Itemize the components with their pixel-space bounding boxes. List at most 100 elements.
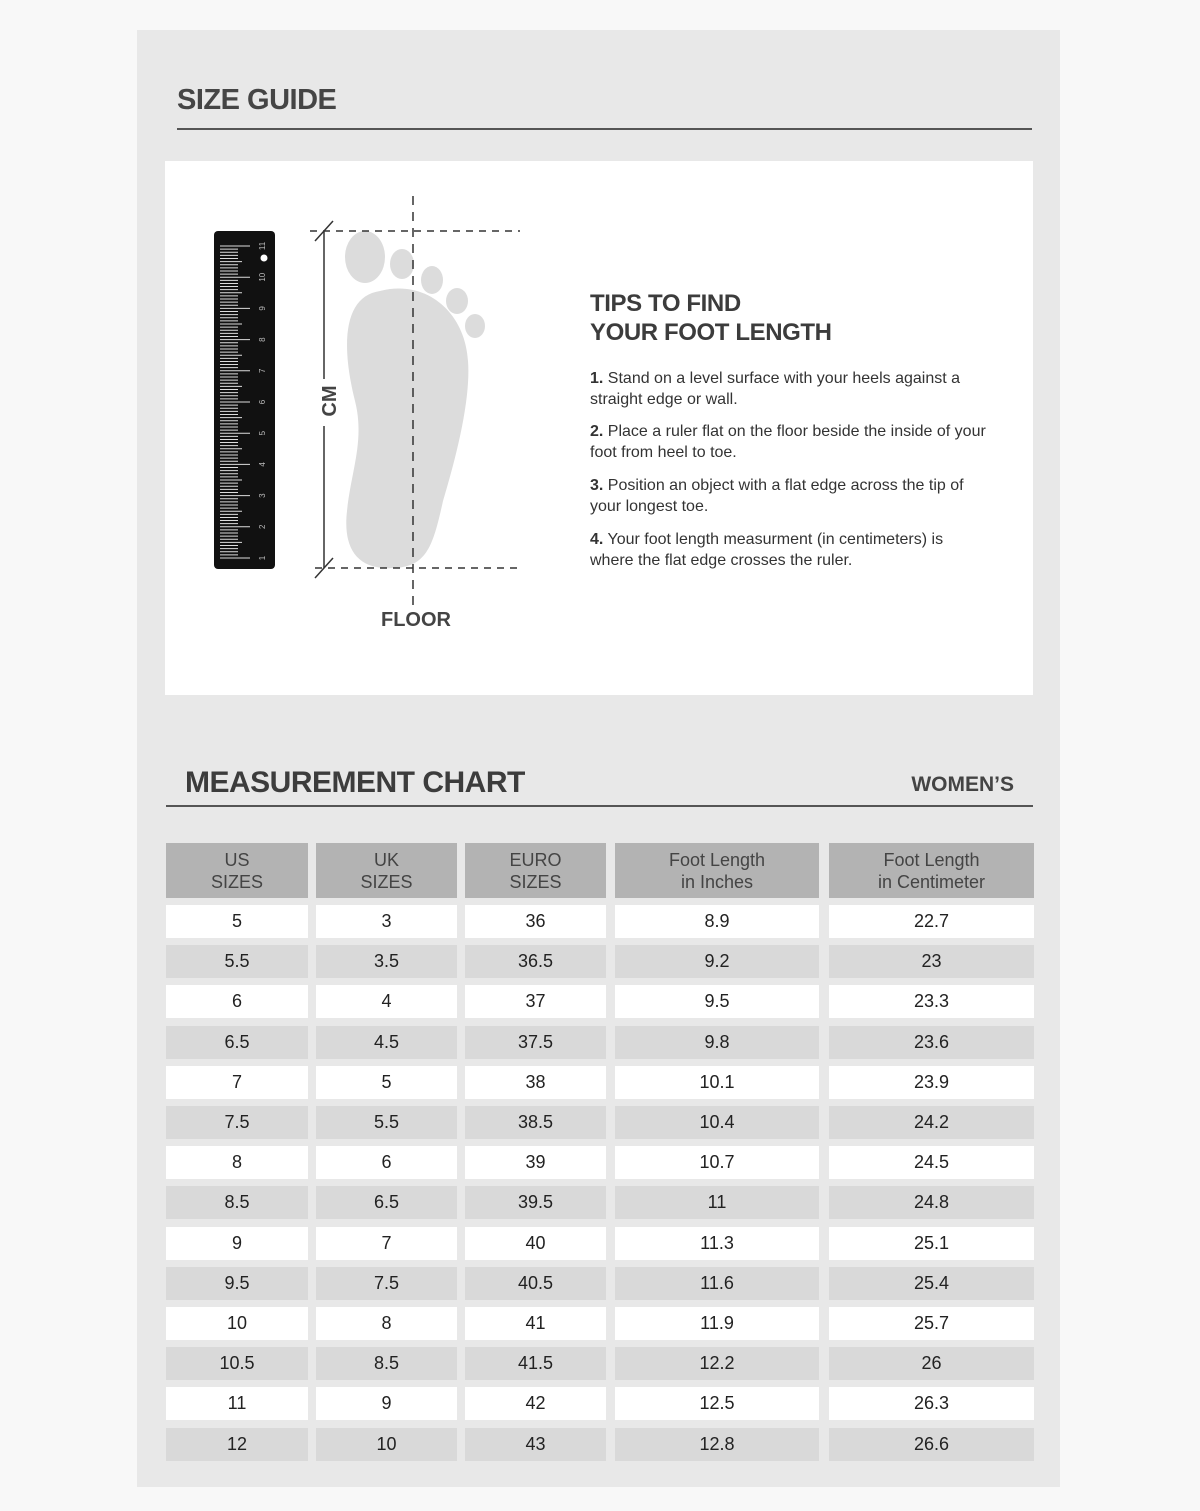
cm-label: CM [319, 385, 341, 416]
table-cell: 11 [166, 1387, 308, 1421]
table-cell: 41.5 [465, 1347, 606, 1381]
table-cell: 26.6 [829, 1427, 1034, 1461]
ruler-number: 9 [258, 306, 267, 311]
ruler-number: 3 [258, 493, 267, 498]
table-cell: 36 [465, 905, 606, 938]
table-cell: 25.1 [829, 1226, 1034, 1260]
table-cell: 9.8 [615, 1025, 819, 1059]
ruler-number: 2 [258, 524, 267, 529]
table-cell: 10 [316, 1427, 457, 1461]
table-cell: 42 [465, 1387, 606, 1421]
table-cell: 7.5 [316, 1266, 457, 1300]
ruler-number: 11 [258, 241, 267, 250]
table-cell: 3 [316, 905, 457, 938]
table-cell: 25.7 [829, 1307, 1034, 1340]
title-divider [177, 128, 1032, 130]
measurement-chart-title: MEASUREMENT CHART [185, 766, 525, 799]
table-cell: 4 [316, 985, 457, 1019]
table-cell: 10.1 [615, 1065, 819, 1099]
table-cell: 6.5 [316, 1186, 457, 1220]
table-cell: 9 [316, 1387, 457, 1421]
table-cell: 12.2 [615, 1347, 819, 1381]
measurement-lines [310, 196, 520, 606]
table-cell: 7 [316, 1226, 457, 1260]
table-cell: 26 [829, 1347, 1034, 1381]
ruler-number: 10 [258, 272, 267, 281]
table-cell: 23 [829, 945, 1034, 979]
table-cell: 24.8 [829, 1186, 1034, 1220]
table-cell: 38.5 [465, 1106, 606, 1139]
table-cell: 37 [465, 985, 606, 1019]
table-cell: 6 [166, 985, 308, 1019]
ruler-number: 6 [258, 399, 267, 404]
table-cell: 38 [465, 1065, 606, 1099]
table-cell: 40 [465, 1226, 606, 1260]
table-cell: 8.9 [615, 905, 819, 938]
table-cell: 12.8 [615, 1427, 819, 1461]
table-cell: 12 [166, 1427, 308, 1461]
tip-item: 1. Stand on a level surface with your he… [590, 370, 961, 408]
table-cell: 9.5 [166, 1266, 308, 1300]
table-cell: 10.7 [615, 1146, 819, 1180]
table-cell: 5.5 [166, 945, 308, 979]
table-cell: 9.2 [615, 945, 819, 979]
table-cell: 8 [166, 1146, 308, 1180]
table-cell: 11.3 [615, 1226, 819, 1260]
table-cell: 40.5 [465, 1266, 606, 1300]
table-cell: 10.5 [166, 1347, 308, 1381]
table-cell: 24.2 [829, 1106, 1034, 1139]
tip-item: 2. Place a ruler flat on the floor besid… [590, 423, 986, 461]
table-cell: 10 [166, 1307, 308, 1340]
column-header: Foot Length in Centimeter [829, 843, 1034, 898]
table-cell: 6.5 [166, 1025, 308, 1059]
table-cell: 6 [316, 1146, 457, 1180]
table-cell: 23.9 [829, 1065, 1034, 1099]
table-cell: 9 [166, 1226, 308, 1260]
ruler-number: 4 [258, 462, 267, 467]
table-cell: 37.5 [465, 1025, 606, 1059]
foot-measure-diagram: 1 2 3 4 5 6 7 8 9 10 11 CM [214, 196, 520, 606]
table-cell: 41 [465, 1307, 606, 1340]
table-cell: 10.4 [615, 1106, 819, 1139]
column-header: Foot Length in Inches [615, 843, 819, 898]
table-cell: 12.5 [615, 1387, 819, 1421]
category-label: WOMEN’S [911, 773, 1014, 796]
table-cell: 43 [465, 1427, 606, 1461]
page-title: SIZE GUIDE [177, 84, 337, 116]
column-header: UK SIZES [316, 843, 457, 898]
table-cell: 8 [316, 1307, 457, 1340]
column-header: EURO SIZES [465, 843, 606, 898]
ruler-number: 8 [258, 337, 267, 342]
table-cell: 5 [166, 905, 308, 938]
ruler-number: 1 [258, 555, 267, 560]
table-cell: 22.7 [829, 905, 1034, 938]
table-cell: 9.5 [615, 985, 819, 1019]
chart-divider [166, 805, 1033, 807]
table-cell: 23.6 [829, 1025, 1034, 1059]
table-cell: 11 [615, 1186, 819, 1220]
table-cell: 5 [316, 1065, 457, 1099]
table-cell: 7.5 [166, 1106, 308, 1139]
table-cell: 7 [166, 1065, 308, 1099]
floor-label: FLOOR [381, 609, 451, 631]
column-header: US SIZES [166, 843, 308, 898]
ruler-icon: 1 2 3 4 5 6 7 8 9 10 11 [214, 231, 275, 569]
table-cell: 8.5 [316, 1347, 457, 1381]
tips-heading: TIPS TO FIND YOUR FOOT LENGTH [590, 290, 832, 346]
table-cell: 36.5 [465, 945, 606, 979]
tip-item: 4. Your foot length measurment (in centi… [590, 531, 944, 569]
ruler-number: 5 [258, 430, 267, 435]
table-cell: 39 [465, 1146, 606, 1180]
table-cell: 25.4 [829, 1266, 1034, 1300]
table-cell: 4.5 [316, 1025, 457, 1059]
table-cell: 39.5 [465, 1186, 606, 1220]
footprint-icon [345, 231, 485, 569]
table-cell: 3.5 [316, 945, 457, 979]
table-cell: 5.5 [316, 1106, 457, 1139]
ruler-number: 7 [258, 368, 267, 373]
table-cell: 11.6 [615, 1266, 819, 1300]
table-cell: 26.3 [829, 1387, 1034, 1421]
instructions-panel: 1 2 3 4 5 6 7 8 9 10 11 CM FLOOR TIPS TO FIND YOUR… [165, 161, 1033, 695]
tip-item: 3. Position an object with a flat edge a… [590, 477, 964, 515]
table-cell: 23.3 [829, 985, 1034, 1019]
